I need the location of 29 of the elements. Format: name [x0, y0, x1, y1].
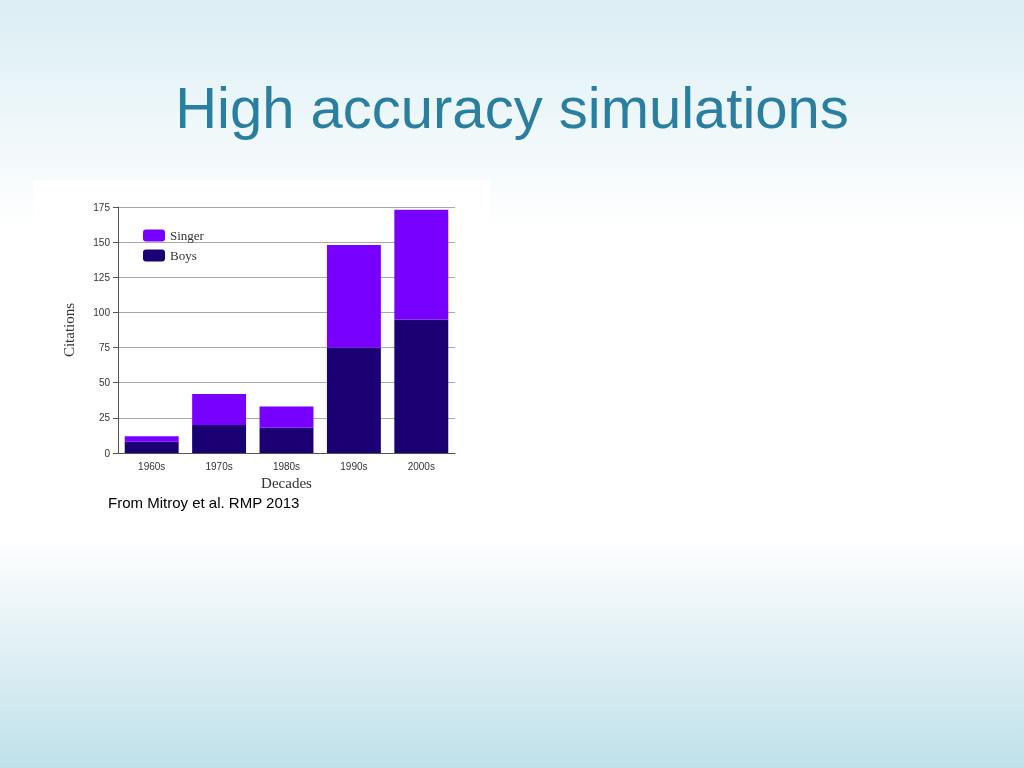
y-axis-title: Citations	[60, 302, 77, 358]
bar	[192, 424, 247, 453]
text: From Mitroy et al. RMP 2013	[108, 494, 300, 511]
bar	[394, 319, 449, 453]
y-tick-label: 150	[93, 236, 111, 248]
x-tick-label: 2000s	[407, 460, 435, 472]
bar	[124, 436, 179, 442]
bar	[259, 427, 314, 453]
y-tick-label: 175	[93, 201, 111, 213]
x-axis-title: Decades	[261, 474, 313, 491]
bar	[192, 393, 247, 425]
y-tick-label: 100	[93, 306, 111, 318]
x-tick-label: 1980s	[272, 460, 301, 472]
chart-title: High accuracy simulations	[175, 74, 849, 140]
bar	[124, 441, 179, 453]
legend-label: Singer	[170, 228, 205, 243]
x-tick-label: 1970s	[205, 460, 233, 472]
y-tick-label: 25	[98, 412, 111, 424]
bar	[259, 406, 314, 428]
bar	[394, 209, 449, 320]
y-tick-label: 0	[104, 447, 111, 459]
legend-label: Boys	[170, 248, 197, 263]
x-tick-label: 1990s	[340, 460, 368, 472]
y-tick-label: 75	[98, 342, 111, 354]
x-tick-label: 1960s	[138, 460, 166, 472]
y-tick-label: 125	[93, 271, 111, 283]
bar	[326, 244, 381, 348]
y-tick-label: 50	[98, 377, 111, 389]
bar	[326, 347, 381, 453]
